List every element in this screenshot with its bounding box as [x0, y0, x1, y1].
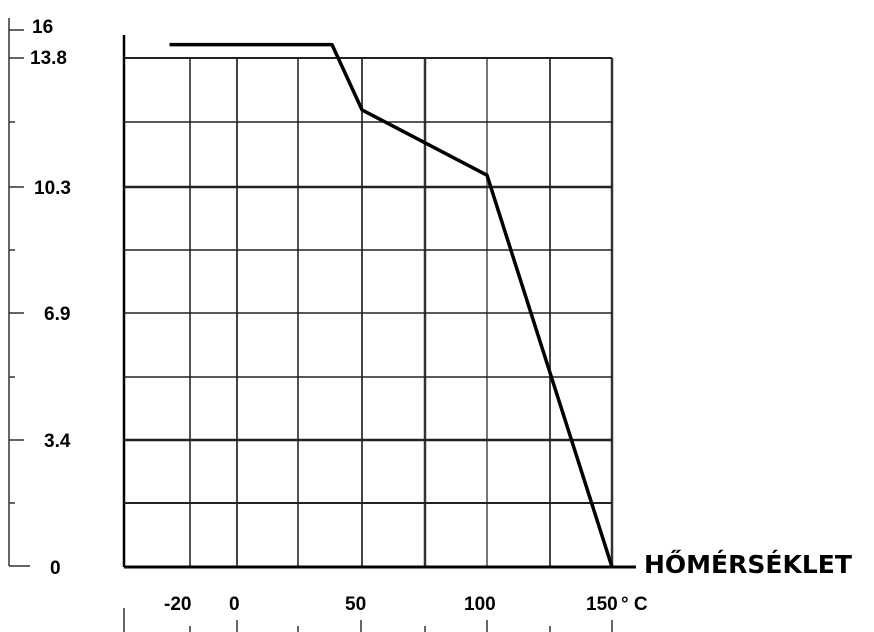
y-tick-label: 16	[32, 17, 53, 38]
y-tick-label: 13.8	[30, 48, 67, 69]
y-tick-label: 10.3	[34, 178, 71, 199]
series-line	[169, 42, 614, 568]
chart-series	[169, 42, 614, 568]
x-tick-label: -20	[164, 594, 191, 615]
x-tick-label: 150	[586, 594, 618, 615]
chart-labels: 0 3.4 6.9 10.3 13.8 16 -20 0 50 100 150 ° C HŐMÉRSÉK…	[30, 17, 852, 615]
y-tick-label: 3.4	[44, 431, 71, 452]
x-tick-label: 100	[464, 594, 496, 615]
x-tick-label: 50	[345, 594, 366, 615]
y-tick-label: 6.9	[44, 304, 70, 325]
x-tick-label: 0	[229, 594, 240, 615]
chart-axes	[8, 18, 636, 632]
x-axis-title: HŐMÉRSÉKLET	[644, 549, 852, 579]
x-axis-unit: ° C	[621, 594, 648, 615]
y-tick-label: 0	[50, 558, 61, 579]
